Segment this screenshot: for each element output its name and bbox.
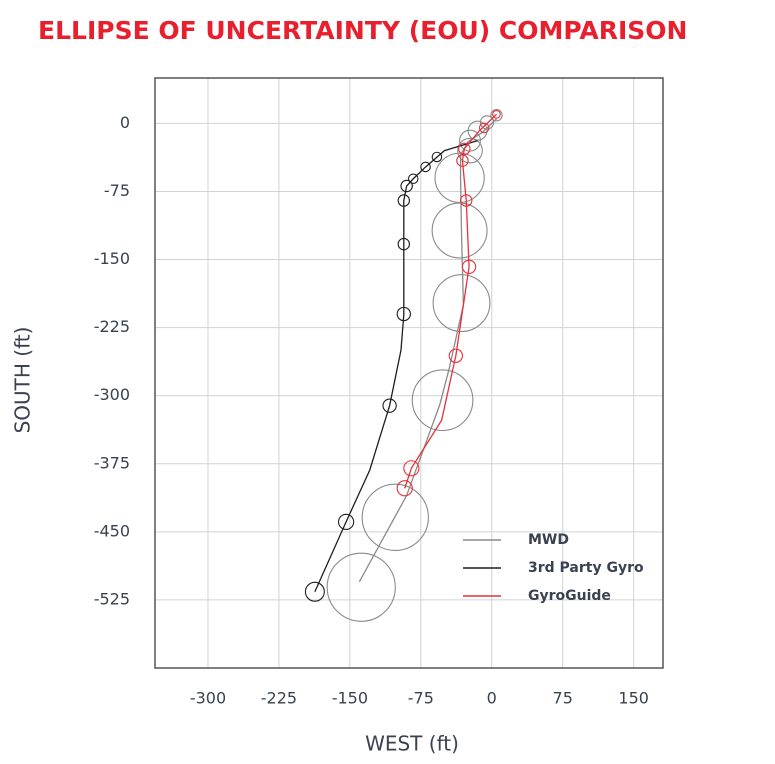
uncertainty-ellipse [456, 154, 469, 167]
uncertainty-ellipse [403, 460, 420, 477]
uncertainty-ellipse [396, 306, 411, 322]
legend-label: MWD [528, 532, 569, 548]
x-tick-label: 150 [618, 689, 649, 708]
uncertainty-ellipse [431, 151, 443, 163]
chart-title: ELLIPSE OF UNCERTAINTY (EOU) COMPARISON [38, 16, 687, 45]
uncertainty-ellipse [397, 194, 411, 207]
uncertainty-ellipse [460, 194, 473, 207]
uncertainty-ellipse [361, 483, 429, 551]
x-tick-label: -300 [190, 689, 226, 708]
y-tick-label: -525 [94, 589, 130, 608]
uncertainty-ellipse [304, 581, 325, 602]
x-tick-label: -150 [332, 689, 368, 708]
y-tick-label: -225 [94, 317, 130, 336]
y-tick-label: -375 [94, 453, 130, 472]
x-tick-label: 75 [553, 689, 573, 708]
uncertainty-ellipse [461, 259, 477, 274]
series-line [404, 113, 497, 489]
series-line [314, 140, 478, 593]
y-axis-label: SOUTH (ft) [11, 327, 35, 434]
y-tick-label: -300 [94, 385, 130, 404]
uncertainty-ellipse [400, 179, 413, 193]
uncertainty-ellipse [492, 109, 501, 119]
uncertainty-ellipse [490, 108, 503, 122]
uncertainty-ellipse [448, 348, 463, 363]
uncertainty-ellipse [458, 142, 471, 156]
x-axis-label: WEST (ft) [365, 732, 459, 756]
y-tick-label: -150 [94, 249, 130, 268]
uncertainty-ellipse [411, 369, 474, 432]
x-tick-label: -75 [408, 689, 434, 708]
legend-label: GyroGuide [528, 588, 611, 604]
uncertainty-ellipse [396, 480, 413, 497]
plot-border [154, 77, 664, 669]
uncertainty-ellipse [337, 513, 355, 530]
uncertainty-ellipse [326, 552, 396, 622]
x-tick-label: -225 [261, 689, 297, 708]
uncertainty-ellipse [434, 152, 485, 203]
y-tick-label: -450 [94, 521, 130, 540]
uncertainty-ellipse [432, 274, 491, 333]
uncertainty-ellipse [478, 122, 490, 134]
uncertainty-ellipse [407, 173, 419, 185]
uncertainty-ellipse [420, 161, 431, 173]
y-tick-label: -75 [104, 181, 130, 200]
uncertainty-ellipse [382, 398, 397, 413]
legend-label: 3rd Party Gyro [528, 560, 644, 576]
uncertainty-ellipse [397, 237, 411, 251]
uncertainty-ellipse [431, 202, 488, 259]
x-tick-label: 0 [487, 689, 497, 708]
uncertainty-ellipse [457, 137, 483, 164]
y-tick-label: 0 [120, 113, 130, 132]
